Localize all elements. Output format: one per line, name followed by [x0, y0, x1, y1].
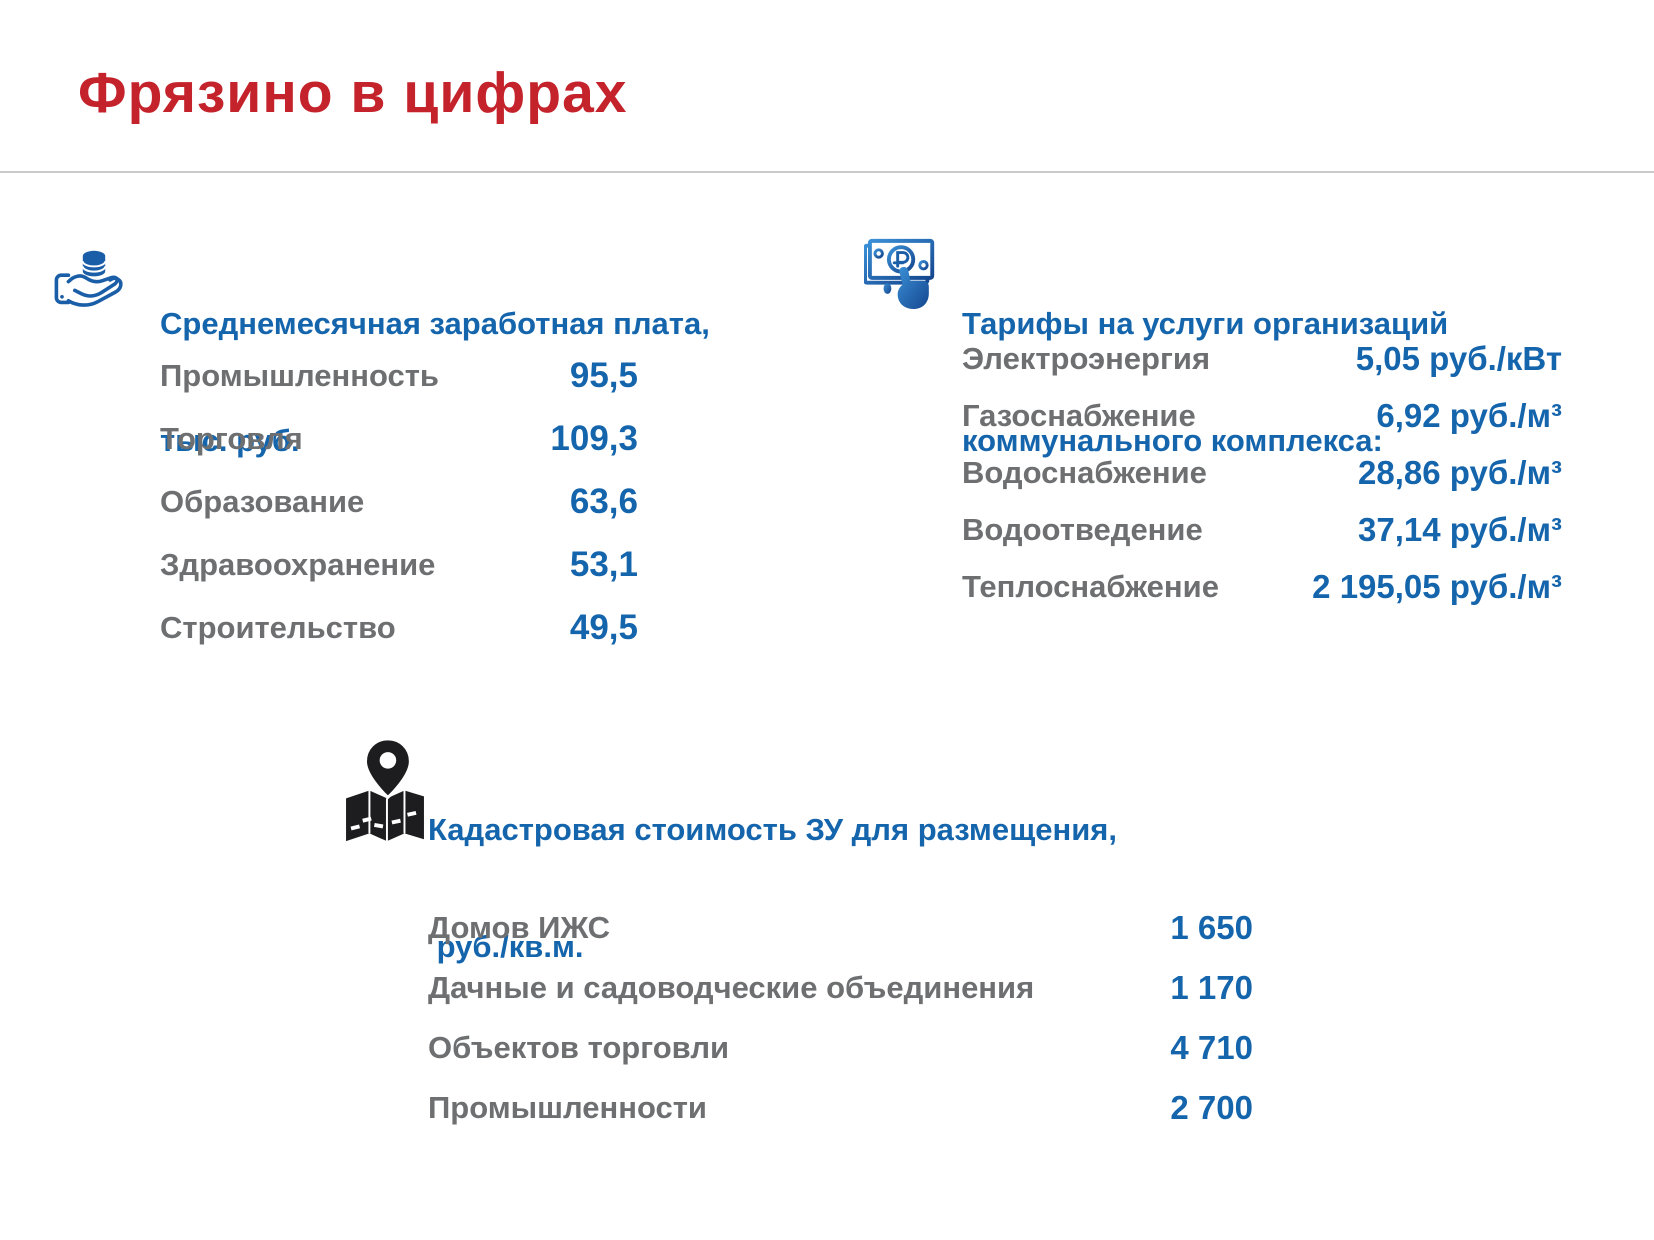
tariff-row-value: 37,14 руб./м³: [1358, 510, 1562, 548]
salary-title-line1: Среднемесячная заработная плата,: [160, 306, 710, 341]
salary-row-value: 95,5: [569, 355, 638, 395]
salary-row-label: Образование: [160, 483, 365, 519]
tariffs-section-title: Тарифы на услуги организаций коммунально…: [962, 226, 1448, 538]
tariff-row-label: Газоснабжение: [962, 397, 1196, 433]
tariff-row-value: 5,05 руб./кВт: [1355, 339, 1562, 377]
salary-row-value: 109,3: [550, 418, 638, 458]
tariff-row: Газоснабжение 6,92 руб./м³: [962, 387, 1562, 444]
cadastre-row-label: Дачные и садоводческие объединения: [428, 970, 1035, 1005]
cadastre-row-label: Домов ИЖС: [428, 910, 611, 945]
tariff-row-value: 2 195,05 руб./м³: [1312, 567, 1562, 605]
tariff-row-value: 6,92 руб./м³: [1376, 396, 1562, 434]
map-pin-icon: [342, 736, 428, 848]
salary-row: Промышленность 95,5: [160, 344, 638, 407]
tariffs-title-line1: Тарифы на услуги организаций: [962, 306, 1449, 341]
banknote-hand-icon: [863, 236, 944, 310]
cadastre-title-line1: Кадастровая стоимость ЗУ для размещения,: [428, 812, 1117, 847]
tariff-row-label: Электроэнергия: [962, 340, 1211, 376]
cadastre-row: Объектов торговли 4 710: [428, 1018, 1253, 1078]
cadastre-row: Домов ИЖС 1 650: [428, 898, 1253, 958]
tariff-row-label: Теплоснабжение: [962, 568, 1219, 604]
cadastre-table: Домов ИЖС 1 650 Дачные и садоводческие о…: [428, 898, 1253, 1138]
hand-coins-icon: [46, 232, 142, 320]
tariff-row-label: Водоотведение: [962, 511, 1203, 547]
salary-row: Здравоохранение 53,1: [160, 533, 638, 596]
salary-row-label: Строительство: [160, 609, 396, 645]
tariff-row: Водоотведение 37,14 руб./м³: [962, 501, 1562, 558]
tariff-row-label: Водоснабжение: [962, 454, 1207, 490]
cadastre-section-title: Кадастровая стоимость ЗУ для размещения,…: [428, 732, 1117, 1044]
salary-row-value: 53,1: [569, 544, 638, 584]
tariff-row: Электроэнергия 5,05 руб./кВт: [962, 330, 1562, 387]
cadastre-row-value: 1 650: [1170, 909, 1253, 946]
salary-row-value: 63,6: [569, 481, 638, 521]
salary-row: Образование 63,6: [160, 470, 638, 533]
cadastre-row-label: Объектов торговли: [428, 1030, 730, 1065]
cadastre-row: Дачные и садоводческие объединения 1 170: [428, 958, 1253, 1018]
tariffs-title-line2: коммунального комплекса:: [962, 423, 1383, 458]
salary-section-title: Среднемесячная заработная плата, тыс. ру…: [160, 226, 710, 538]
page-title: Фрязино в цифрах: [78, 61, 628, 125]
cadastre-row-value: 4 710: [1170, 1029, 1253, 1066]
salary-row-value: 49,5: [569, 607, 638, 647]
cadastre-row-value: 2 700: [1170, 1089, 1253, 1126]
tariff-row: Теплоснабжение 2 195,05 руб./м³: [962, 558, 1562, 615]
cadastre-row-value: 1 170: [1170, 969, 1253, 1006]
tariff-row: Водоснабжение 28,86 руб./м³: [962, 444, 1562, 501]
salary-row-label: Здравоохранение: [160, 546, 436, 582]
salary-table: Промышленность 95,5 Торговля 109,3 Образ…: [160, 344, 638, 659]
tariff-row-value: 28,86 руб./м³: [1358, 453, 1562, 491]
salary-row-label: Торговля: [160, 420, 303, 456]
title-divider: [0, 171, 1654, 173]
cadastre-row-label: Промышленности: [428, 1090, 707, 1125]
cadastre-row: Промышленности 2 700: [428, 1078, 1253, 1138]
salary-row: Строительство 49,5: [160, 596, 638, 659]
tariffs-table: Электроэнергия 5,05 руб./кВт Газоснабжен…: [962, 330, 1562, 615]
salary-row: Торговля 109,3: [160, 407, 638, 470]
salary-row-label: Промышленность: [160, 357, 439, 393]
cadastre-title-line2: руб./кв.м.: [428, 929, 584, 964]
salary-title-line2: тыс. руб.: [160, 423, 300, 458]
